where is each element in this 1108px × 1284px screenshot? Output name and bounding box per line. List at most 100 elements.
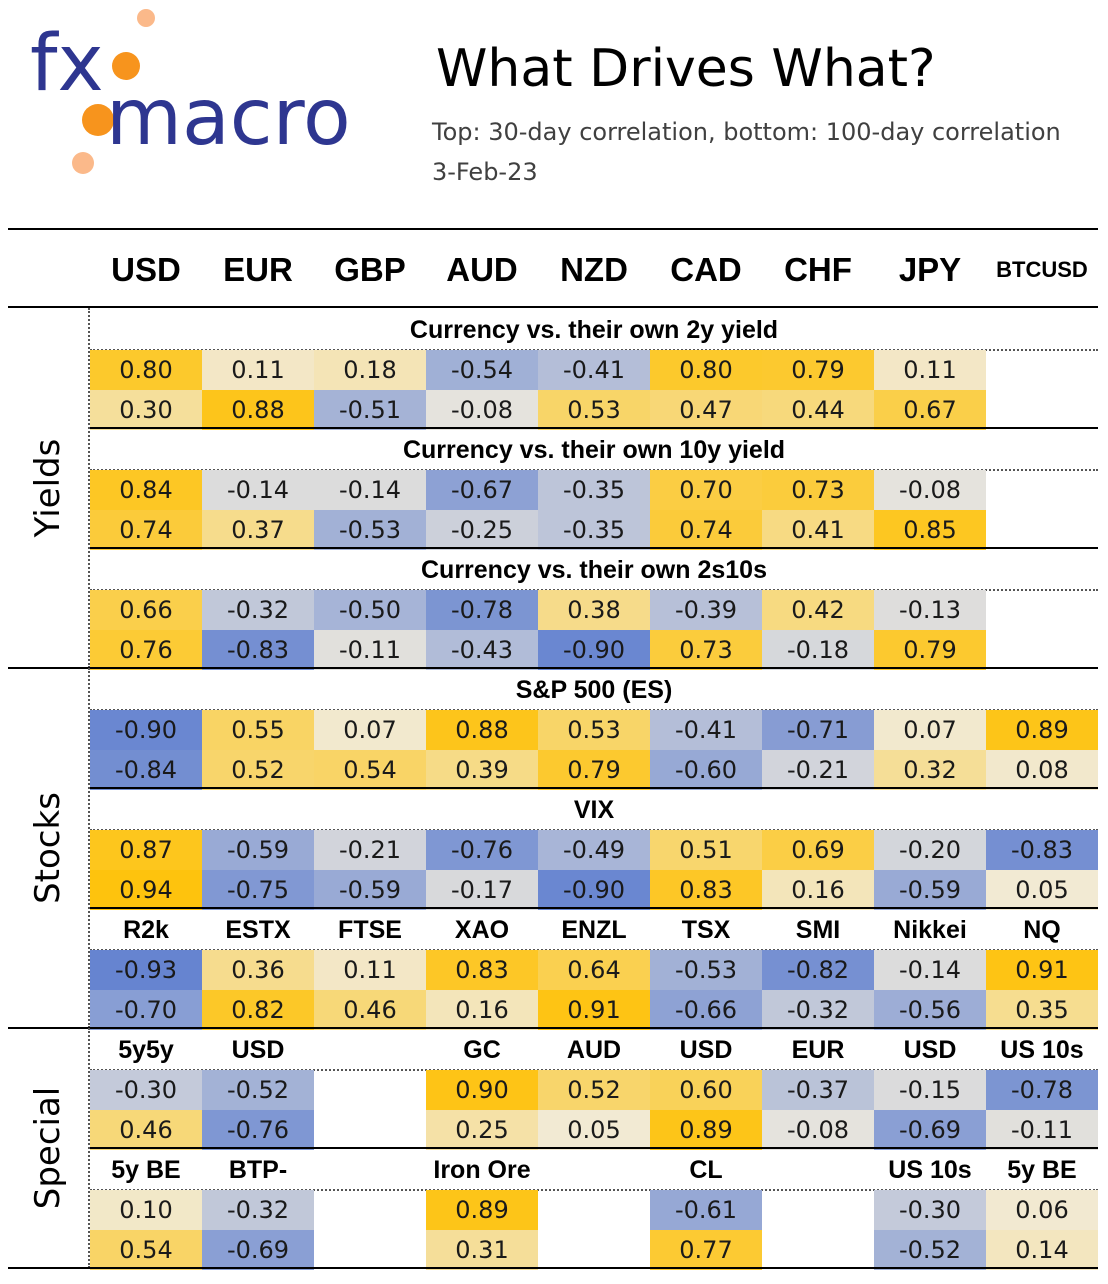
column-header-nzd: NZD bbox=[560, 251, 628, 288]
asset-label: NQ bbox=[1023, 916, 1061, 944]
correlation-cell: -0.14 bbox=[314, 470, 426, 510]
logo-fx-text: fx bbox=[30, 19, 104, 109]
column-header-btcusd: BTCUSD bbox=[996, 257, 1088, 282]
correlation-cell: 0.05 bbox=[986, 870, 1098, 910]
correlation-cell: 0.06 bbox=[986, 1190, 1098, 1230]
correlation-cell: 0.80 bbox=[90, 350, 202, 390]
correlation-cell: -0.17 bbox=[426, 870, 538, 910]
correlation-cell: 0.53 bbox=[538, 390, 650, 430]
section-label-special: Special bbox=[28, 1086, 68, 1210]
column-header-eur: EUR bbox=[223, 251, 293, 288]
header-top-rule bbox=[8, 228, 1098, 230]
correlation-cell: 0.79 bbox=[874, 630, 986, 670]
correlation-cell: -0.90 bbox=[538, 870, 650, 910]
group-title: Currency vs. their own 10y yield bbox=[402, 436, 786, 464]
correlation-cell: -0.41 bbox=[538, 350, 650, 390]
correlation-cell: 0.84 bbox=[90, 470, 202, 510]
correlation-cell: -0.59 bbox=[202, 830, 314, 870]
asset-label: CL bbox=[689, 1156, 723, 1184]
correlation-cell: -0.43 bbox=[426, 630, 538, 670]
correlation-cell: -0.32 bbox=[762, 990, 874, 1030]
correlation-cell: 0.32 bbox=[874, 750, 986, 790]
page-subtitle: Top: 30-day correlation, bottom: 100-day… bbox=[432, 118, 1061, 146]
asset-label: 5y BE bbox=[1007, 1156, 1077, 1184]
correlation-cell: -0.76 bbox=[426, 830, 538, 870]
correlation-cell: 0.82 bbox=[202, 990, 314, 1030]
correlation-cell: 0.36 bbox=[202, 950, 314, 990]
correlation-cell: -0.39 bbox=[650, 590, 762, 630]
asset-label: R2k bbox=[123, 916, 169, 944]
correlation-cell: 0.52 bbox=[202, 750, 314, 790]
correlation-cell: -0.30 bbox=[90, 1070, 202, 1110]
section-separator bbox=[8, 667, 1098, 669]
correlation-cell: -0.90 bbox=[90, 710, 202, 750]
correlation-cell: 0.80 bbox=[650, 350, 762, 390]
correlation-cell: 0.88 bbox=[202, 390, 314, 430]
correlation-cell: -0.84 bbox=[90, 750, 202, 790]
asset-label: USD bbox=[679, 1036, 733, 1064]
correlation-cell: -0.11 bbox=[314, 630, 426, 670]
correlation-cell: -0.54 bbox=[426, 350, 538, 390]
correlation-cell: 0.11 bbox=[874, 350, 986, 390]
section-separator bbox=[8, 1027, 1098, 1029]
correlation-cell: 0.35 bbox=[986, 990, 1098, 1030]
asset-label: ENZL bbox=[561, 916, 627, 944]
logo-macro-text: macro bbox=[106, 73, 351, 163]
correlation-cell: -0.78 bbox=[426, 590, 538, 630]
correlation-cell: 0.05 bbox=[538, 1110, 650, 1150]
correlation-cell: 0.41 bbox=[762, 510, 874, 550]
correlation-cell: -0.67 bbox=[426, 470, 538, 510]
correlation-cell: 0.69 bbox=[762, 830, 874, 870]
asset-label: USD bbox=[231, 1036, 285, 1064]
correlation-cell: 0.54 bbox=[314, 750, 426, 790]
section-label-yields: Yields bbox=[28, 438, 68, 538]
correlation-cell: 0.91 bbox=[538, 990, 650, 1030]
asset-label: SMI bbox=[795, 916, 841, 944]
page-date: 3-Feb-23 bbox=[432, 158, 538, 186]
correlation-cell: -0.35 bbox=[538, 470, 650, 510]
correlation-cell: -0.11 bbox=[986, 1110, 1098, 1150]
asset-label: Iron Ore bbox=[433, 1156, 531, 1184]
correlation-cell: 0.83 bbox=[426, 950, 538, 990]
correlation-cell: -0.18 bbox=[762, 630, 874, 670]
correlation-cell: -0.69 bbox=[202, 1230, 314, 1270]
correlation-cell: -0.49 bbox=[538, 830, 650, 870]
correlation-cell: -0.50 bbox=[314, 590, 426, 630]
correlation-cell: 0.07 bbox=[874, 710, 986, 750]
correlation-cell: 0.83 bbox=[650, 870, 762, 910]
correlation-cell: -0.41 bbox=[650, 710, 762, 750]
asset-label: 5y BE bbox=[111, 1156, 181, 1184]
correlation-cell: -0.52 bbox=[202, 1070, 314, 1110]
correlation-cell: 0.31 bbox=[426, 1230, 538, 1270]
correlation-cell: -0.14 bbox=[202, 470, 314, 510]
correlation-cell: -0.69 bbox=[874, 1110, 986, 1150]
correlation-cell: 0.89 bbox=[650, 1110, 762, 1150]
correlation-cell: 0.08 bbox=[986, 750, 1098, 790]
correlation-cell: -0.78 bbox=[986, 1070, 1098, 1110]
logo-dot bbox=[112, 52, 140, 80]
logo-dot bbox=[82, 104, 114, 136]
group-separator bbox=[90, 547, 1098, 549]
asset-label: FTSE bbox=[338, 916, 402, 944]
correlation-cell: 0.70 bbox=[650, 470, 762, 510]
correlation-cell: -0.56 bbox=[874, 990, 986, 1030]
column-header-jpy: JPY bbox=[898, 251, 962, 288]
section-separator bbox=[8, 1267, 1098, 1269]
section-label-stocks: Stocks bbox=[28, 792, 68, 904]
correlation-cell: 0.79 bbox=[762, 350, 874, 390]
correlation-cell: -0.20 bbox=[874, 830, 986, 870]
correlation-cell: 0.60 bbox=[650, 1070, 762, 1110]
correlation-cell: 0.73 bbox=[762, 470, 874, 510]
correlation-cell: 0.25 bbox=[426, 1110, 538, 1150]
correlation-cell: 0.90 bbox=[426, 1070, 538, 1110]
correlation-cell: 0.73 bbox=[650, 630, 762, 670]
correlation-cell: 0.47 bbox=[650, 390, 762, 430]
asset-label: US 10s bbox=[888, 1156, 972, 1184]
correlation-cell: 0.87 bbox=[90, 830, 202, 870]
asset-label: ESTX bbox=[225, 916, 291, 944]
correlation-cell: -0.75 bbox=[202, 870, 314, 910]
section-divider-dotted bbox=[88, 668, 90, 1028]
correlation-cell: -0.08 bbox=[426, 390, 538, 430]
correlation-cell: 0.46 bbox=[90, 1110, 202, 1150]
correlation-cell: 0.89 bbox=[986, 710, 1098, 750]
